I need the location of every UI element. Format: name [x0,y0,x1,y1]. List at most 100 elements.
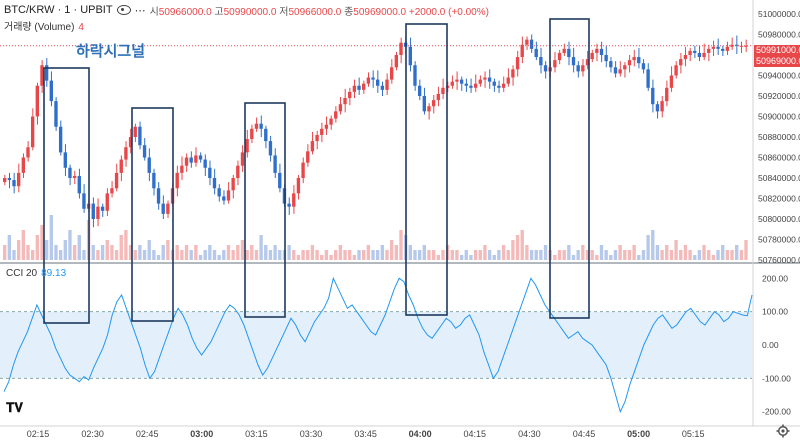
candle-body [376,79,380,86]
volume-bar [595,255,599,260]
candle-body [408,46,412,66]
candle-body [138,126,142,146]
volume-bar [273,245,277,260]
candle-body [520,44,524,58]
volume-bar [427,250,431,260]
candle-body [189,157,193,163]
volume-bar [3,245,7,260]
volume-label: 거래량 (Volume) [4,22,75,33]
volume-bar [511,240,515,260]
volume-bar [343,250,347,260]
candle-body [100,206,105,211]
volume-bar [739,250,744,260]
eye-icon[interactable] [116,5,131,15]
candle-body [16,172,21,187]
volume-bar [669,250,674,260]
time-tick-label: 03:15 [245,429,268,439]
volume-bar [198,255,203,260]
volume-bar [338,245,343,260]
volume-bar [175,245,179,260]
volume-bar [250,245,254,260]
cci-legend: CCI 20 89.13 [6,268,66,279]
candle-body [231,178,235,191]
volume-bar [679,250,683,260]
symbol-label[interactable]: BTC/KRW · 1 · UPBIT [4,4,113,16]
candle-body [613,67,618,74]
candle-body [259,123,263,129]
candle-body [665,87,669,102]
candle-body [7,178,12,181]
price-tick-label: 50980000.0 [758,30,800,40]
candle-body [357,85,361,90]
candle-body [54,101,58,127]
candle-body [557,52,562,61]
candle-body [702,52,706,58]
candle-body [124,147,128,160]
candle-body [688,50,692,55]
volume-bar [212,250,217,260]
volume-bar [334,250,338,260]
candle-body [683,55,688,60]
tradingview-logo[interactable]: 𝐓𝐕 [6,400,23,415]
candle-body [539,57,543,66]
candle-body [254,123,259,129]
volume-bar [156,255,161,260]
more-dots-icon[interactable]: ⋯ [134,4,146,17]
candle-body [306,151,310,163]
volume-bar [627,250,632,260]
candle-body [581,65,585,72]
candle-body [236,165,240,178]
volume-bar [697,250,702,260]
candle-body [627,60,632,66]
volume-bar [357,250,361,260]
candle-body [226,190,231,201]
candle-body [599,48,604,55]
volume-bar [315,250,319,260]
candle-body [422,96,426,112]
price-badge-current: 50969000.0 [754,56,800,67]
candle-body [585,59,590,66]
volume-bar [222,250,226,260]
volume-bar [110,245,114,260]
volume-bar [26,245,30,260]
candle-body [590,52,594,60]
signal-box [549,18,590,319]
signal-box [244,102,286,318]
candle-body [35,85,39,117]
volume-bar [609,255,613,260]
candle-body [44,65,49,81]
candle-body [632,57,636,61]
candle-body [571,57,576,66]
volume-bar [389,240,394,260]
volume-bar [16,240,21,260]
candle-body [82,193,86,209]
candle-body [744,45,748,47]
volume-bar [431,250,436,260]
volume-bar [436,255,440,260]
candle-body [506,77,510,84]
candle-body [562,48,566,53]
volume-bar [665,245,669,260]
candle-body [68,167,72,178]
candle-body [543,65,548,72]
candle-body [110,188,114,194]
signal-box [405,23,448,316]
cci-label: CCI 20 [6,268,38,279]
volume-bar [324,250,329,260]
price-tick-label: 50860000.0 [758,153,800,163]
volume-bar [320,255,324,260]
volume-bar [623,250,627,260]
volume-bar [217,255,221,260]
candle-body [651,87,655,105]
volume-bar [562,250,566,260]
candle-body [492,81,496,86]
volume-bar [240,240,245,260]
time-tick-label: 03:00 [190,429,213,439]
candle-body [334,111,338,119]
gear-icon[interactable] [776,424,790,438]
candle-body [26,147,30,158]
candle-body [660,101,664,112]
volume-value: 4 [78,22,84,33]
candle-body [399,42,403,55]
